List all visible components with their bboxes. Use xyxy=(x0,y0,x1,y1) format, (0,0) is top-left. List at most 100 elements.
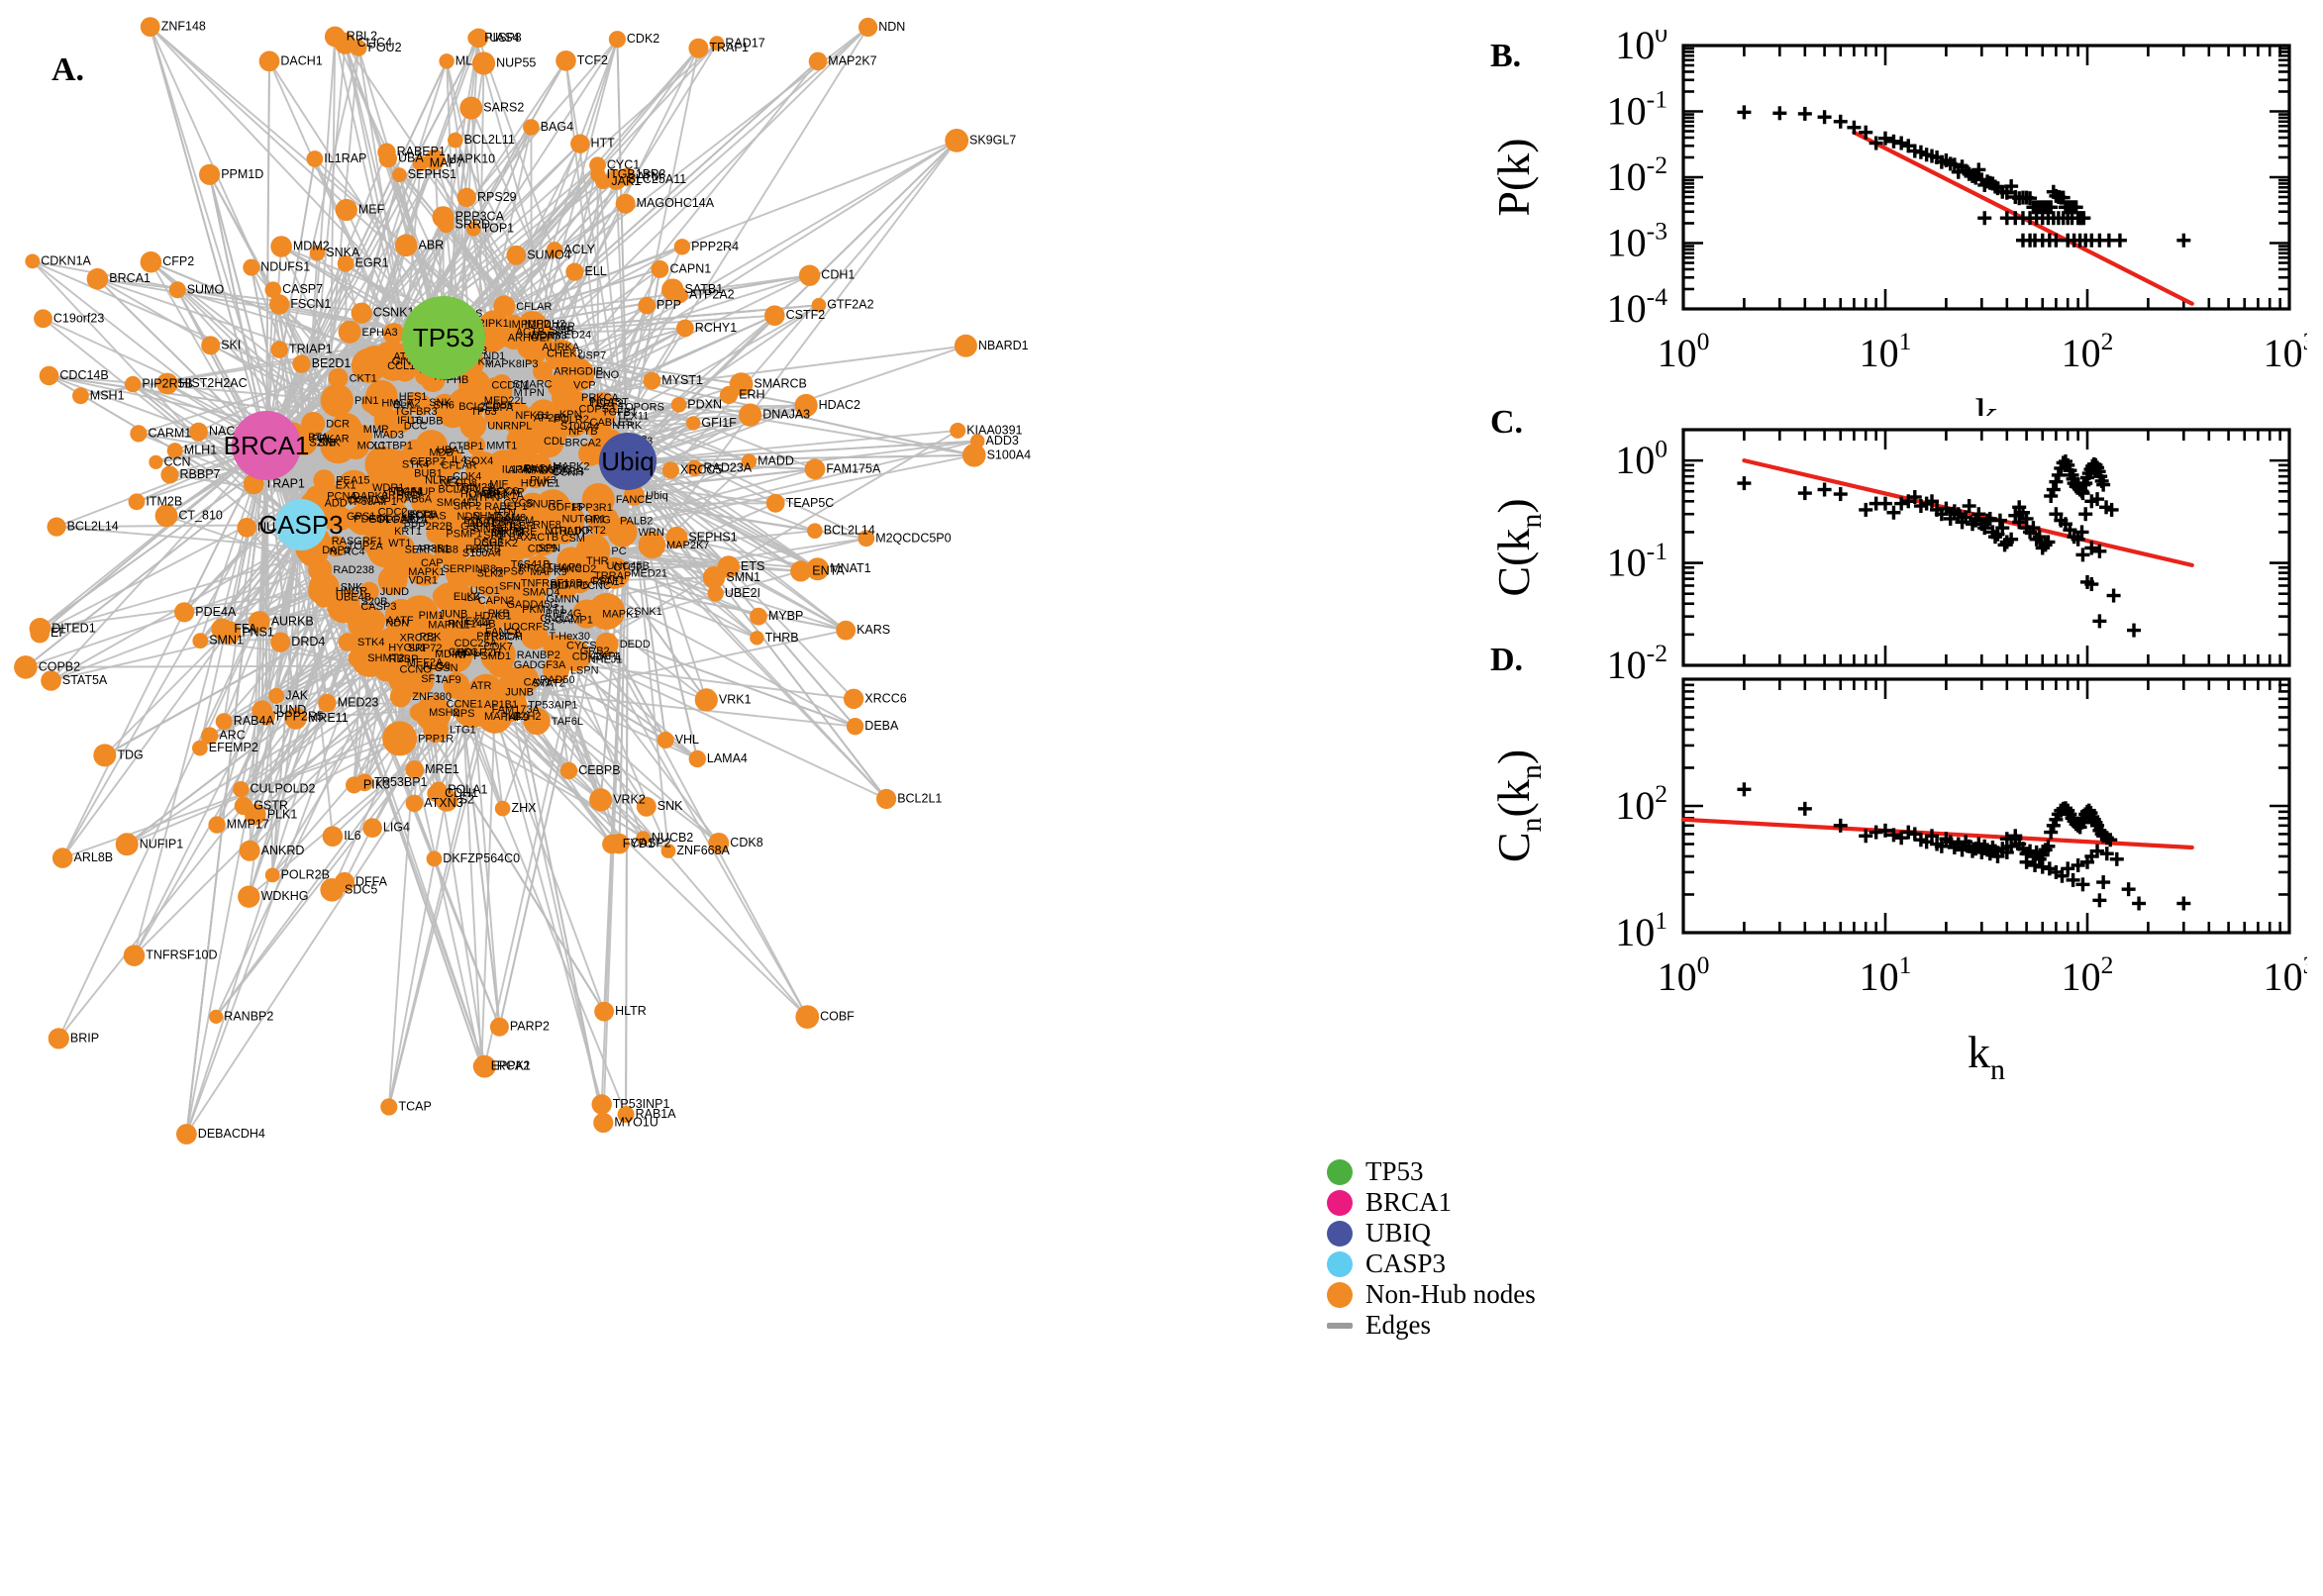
network-node[interactable] xyxy=(166,443,183,459)
network-node[interactable] xyxy=(48,1028,69,1049)
network-node[interactable] xyxy=(47,517,66,537)
network-node[interactable] xyxy=(201,727,219,745)
network-node[interactable] xyxy=(237,518,256,538)
network-node[interactable] xyxy=(806,557,830,581)
network-node[interactable] xyxy=(348,648,367,667)
network-node[interactable] xyxy=(858,17,878,38)
network-node[interactable] xyxy=(638,531,665,559)
network-node[interactable] xyxy=(593,1112,614,1134)
network-node[interactable] xyxy=(268,687,285,704)
network-node[interactable] xyxy=(320,878,345,902)
network-node[interactable] xyxy=(846,718,864,736)
network-node[interactable] xyxy=(811,297,827,313)
network-node[interactable] xyxy=(374,632,407,664)
network-node[interactable] xyxy=(651,259,669,278)
network-node[interactable] xyxy=(489,530,527,567)
network-node[interactable] xyxy=(454,690,491,729)
network-node[interactable] xyxy=(292,354,311,373)
network-node[interactable] xyxy=(115,833,139,856)
network-node[interactable] xyxy=(595,632,619,656)
network-node[interactable] xyxy=(385,459,413,487)
network-node[interactable] xyxy=(309,245,326,261)
network-node[interactable] xyxy=(836,620,857,641)
network-node[interactable] xyxy=(301,412,326,436)
network-node[interactable] xyxy=(708,833,730,853)
network-node[interactable] xyxy=(485,594,506,615)
network-node[interactable] xyxy=(392,167,407,183)
network-node[interactable] xyxy=(406,391,429,414)
network-node[interactable] xyxy=(30,623,50,644)
network-node[interactable] xyxy=(378,149,397,168)
network-node[interactable] xyxy=(858,530,875,548)
network-node[interactable] xyxy=(328,367,349,388)
network-node[interactable] xyxy=(615,193,636,214)
network-node[interactable] xyxy=(384,599,418,632)
network-node[interactable] xyxy=(950,422,966,439)
hub-node-ubiq[interactable] xyxy=(599,433,656,490)
network-node[interactable] xyxy=(140,17,160,37)
network-node[interactable] xyxy=(739,403,762,427)
network-node[interactable] xyxy=(201,336,221,355)
network-node[interactable] xyxy=(327,590,360,624)
network-node[interactable] xyxy=(430,781,448,799)
network-node[interactable] xyxy=(270,341,289,358)
network-node[interactable] xyxy=(382,721,418,756)
network-node[interactable] xyxy=(405,794,424,813)
network-node[interactable] xyxy=(448,132,463,149)
network-node[interactable] xyxy=(269,294,290,315)
network-node[interactable] xyxy=(537,415,559,438)
network-node[interactable] xyxy=(192,633,209,649)
network-node[interactable] xyxy=(215,713,233,731)
network-node[interactable] xyxy=(123,945,146,966)
network-node[interactable] xyxy=(149,454,163,469)
network-node[interactable] xyxy=(798,264,821,286)
network-node[interactable] xyxy=(750,607,767,626)
network-node[interactable] xyxy=(419,634,457,671)
network-node[interactable] xyxy=(245,804,266,826)
network-node[interactable] xyxy=(192,740,208,756)
network-node[interactable] xyxy=(591,1094,612,1115)
network-node[interactable] xyxy=(467,485,503,520)
network-node[interactable] xyxy=(130,425,148,443)
network-node[interactable] xyxy=(520,622,549,650)
network-node[interactable] xyxy=(208,816,226,834)
network-node[interactable] xyxy=(602,834,622,854)
network-node[interactable] xyxy=(270,632,291,652)
network-node[interactable] xyxy=(438,509,466,538)
network-node[interactable] xyxy=(636,831,651,846)
network-node[interactable] xyxy=(518,492,548,521)
network-node[interactable] xyxy=(656,732,674,748)
network-node[interactable] xyxy=(362,818,382,838)
network-node[interactable] xyxy=(643,371,661,390)
network-node[interactable] xyxy=(238,885,260,908)
network-node[interactable] xyxy=(524,456,554,486)
network-node[interactable] xyxy=(322,826,344,847)
network-node[interactable] xyxy=(807,523,823,539)
network-node[interactable] xyxy=(394,234,418,257)
network-node[interactable] xyxy=(211,618,234,641)
network-node[interactable] xyxy=(490,468,520,499)
network-node[interactable] xyxy=(459,96,483,120)
network-node[interactable] xyxy=(468,28,489,49)
network-node[interactable] xyxy=(373,499,407,533)
network-node[interactable] xyxy=(594,1001,614,1022)
network-node[interactable] xyxy=(559,761,578,780)
network-node[interactable] xyxy=(472,1057,490,1075)
network-node[interactable] xyxy=(233,781,250,798)
network-node[interactable] xyxy=(388,408,414,434)
network-node[interactable] xyxy=(346,776,362,794)
network-node[interactable] xyxy=(969,434,985,449)
network-node[interactable] xyxy=(661,461,680,479)
network-node[interactable] xyxy=(546,242,563,258)
network-node[interactable] xyxy=(456,187,476,208)
network-node[interactable] xyxy=(523,342,547,365)
network-node[interactable] xyxy=(506,245,527,265)
network-node[interactable] xyxy=(168,281,186,299)
network-node[interactable] xyxy=(670,397,687,413)
network-node[interactable] xyxy=(125,375,142,393)
network-node[interactable] xyxy=(523,119,540,136)
network-node[interactable] xyxy=(707,585,724,602)
network-node[interactable] xyxy=(465,221,481,237)
network-node[interactable] xyxy=(741,453,758,469)
network-node[interactable] xyxy=(174,602,195,623)
